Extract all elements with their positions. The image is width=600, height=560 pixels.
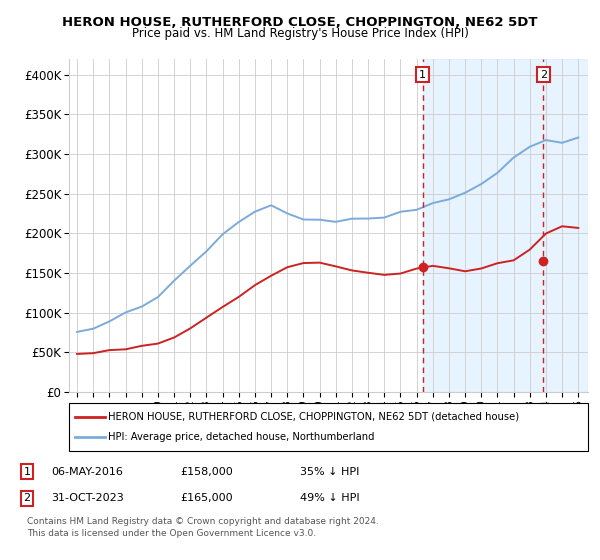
Text: Price paid vs. HM Land Registry's House Price Index (HPI): Price paid vs. HM Land Registry's House … [131,27,469,40]
Text: HERON HOUSE, RUTHERFORD CLOSE, CHOPPINGTON, NE62 5DT: HERON HOUSE, RUTHERFORD CLOSE, CHOPPINGT… [62,16,538,29]
Text: £158,000: £158,000 [180,466,233,477]
Text: HERON HOUSE, RUTHERFORD CLOSE, CHOPPINGTON, NE62 5DT (detached house): HERON HOUSE, RUTHERFORD CLOSE, CHOPPINGT… [108,412,519,422]
Text: 1: 1 [419,69,426,80]
Text: 49% ↓ HPI: 49% ↓ HPI [300,493,359,503]
Text: 2: 2 [539,69,547,80]
Text: This data is licensed under the Open Government Licence v3.0.: This data is licensed under the Open Gov… [27,529,316,538]
Text: 1: 1 [23,466,31,477]
Bar [422,59,588,392]
Text: 2: 2 [23,493,31,503]
Text: Contains HM Land Registry data © Crown copyright and database right 2024.: Contains HM Land Registry data © Crown c… [27,517,379,526]
Text: HPI: Average price, detached house, Northumberland: HPI: Average price, detached house, Nort… [108,432,374,442]
Text: £165,000: £165,000 [180,493,233,503]
Text: 35% ↓ HPI: 35% ↓ HPI [300,466,359,477]
Text: 31-OCT-2023: 31-OCT-2023 [51,493,124,503]
Text: 06-MAY-2016: 06-MAY-2016 [51,466,123,477]
